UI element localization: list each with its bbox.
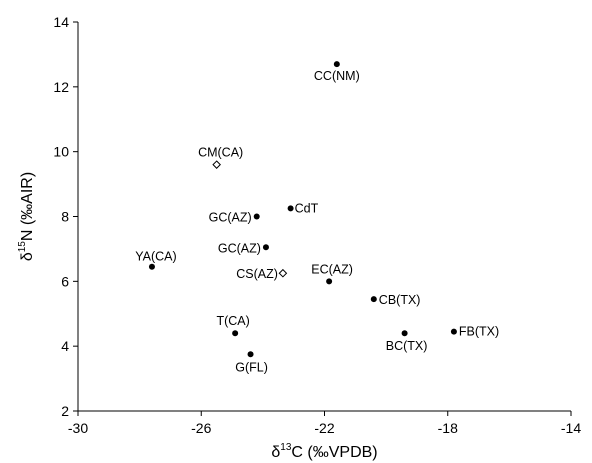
data-point [370, 296, 377, 303]
y-tick-label: 10 [53, 144, 69, 160]
point-label: BC(TX) [386, 339, 428, 353]
x-axis-label-symbol: δ [271, 444, 280, 461]
y-axis-label: δ15N (‰AIR) [17, 172, 36, 261]
point-label: CC(NM) [314, 69, 360, 83]
data-point [253, 213, 260, 220]
data-point [232, 330, 239, 337]
data-point [450, 328, 457, 335]
point-label: GC(AZ) [218, 241, 261, 255]
point-label: T(CA) [216, 314, 249, 328]
x-tick-label: -14 [561, 420, 581, 436]
point-label: CS(AZ) [236, 267, 278, 281]
y-tick-label: 4 [61, 338, 69, 354]
point-label: CdT [295, 201, 319, 215]
y-tick-label: 8 [61, 209, 69, 225]
y-axis-label-superscript: 15 [17, 241, 28, 253]
point-label: FB(TX) [459, 325, 499, 339]
data-point [262, 244, 269, 251]
data-point [333, 61, 340, 68]
point-label: CB(TX) [379, 293, 421, 307]
x-tick-label: -22 [314, 420, 334, 436]
x-axis-label-superscript: 13 [280, 442, 292, 453]
x-axis-label-text: C (‰VPDB) [291, 444, 377, 461]
point-label: EC(AZ) [311, 262, 353, 276]
y-axis-label-symbol: δ [19, 252, 36, 261]
data-points [148, 61, 457, 358]
data-point [148, 263, 155, 270]
data-point [326, 278, 333, 285]
ticks: -30 -26 -22 -18 -14 2 4 6 8 10 12 14 [53, 14, 581, 436]
point-label: CM(CA) [198, 146, 243, 160]
point-label: G(FL) [235, 360, 268, 374]
point-label: YA(CA) [135, 250, 176, 264]
data-point [401, 330, 408, 337]
y-tick-label: 2 [61, 403, 69, 419]
x-tick-label: -30 [68, 420, 88, 436]
point-labels: CC(NM) CM(CA) CdT GC(AZ) GC(AZ) YA(CA) CS(AZ) E… [135, 69, 499, 374]
x-axis-label: δ13C (‰VPDB) [271, 442, 377, 461]
y-tick-label: 12 [53, 79, 69, 95]
point-label: GC(AZ) [209, 211, 252, 225]
x-tick-label: -26 [191, 420, 211, 436]
x-tick-label: -18 [438, 420, 458, 436]
y-tick-label: 6 [61, 273, 69, 289]
y-axis-label-text: N (‰AIR) [19, 172, 36, 241]
y-tick-label: 14 [53, 14, 69, 30]
data-point-open [278, 268, 288, 278]
data-point [247, 351, 254, 358]
data-point-open [212, 160, 221, 169]
data-point [287, 205, 294, 212]
